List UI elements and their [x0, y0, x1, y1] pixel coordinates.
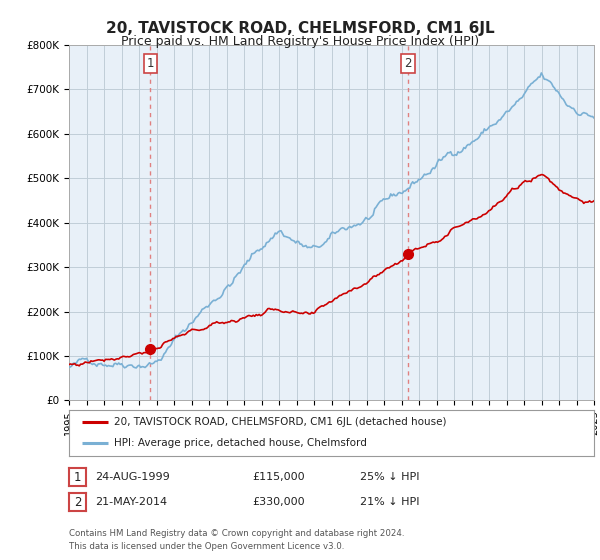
Text: Price paid vs. HM Land Registry's House Price Index (HPI): Price paid vs. HM Land Registry's House …	[121, 35, 479, 48]
Text: 1: 1	[146, 57, 154, 70]
Text: 21-MAY-2014: 21-MAY-2014	[95, 497, 167, 507]
Text: 24-AUG-1999: 24-AUG-1999	[95, 472, 170, 482]
Text: 2: 2	[404, 57, 412, 70]
Text: Contains HM Land Registry data © Crown copyright and database right 2024.
This d: Contains HM Land Registry data © Crown c…	[69, 529, 404, 550]
Text: 25% ↓ HPI: 25% ↓ HPI	[360, 472, 419, 482]
Text: 20, TAVISTOCK ROAD, CHELMSFORD, CM1 6JL (detached house): 20, TAVISTOCK ROAD, CHELMSFORD, CM1 6JL …	[113, 417, 446, 427]
Text: HPI: Average price, detached house, Chelmsford: HPI: Average price, detached house, Chel…	[113, 438, 367, 449]
Text: 1: 1	[74, 470, 81, 484]
Text: 21% ↓ HPI: 21% ↓ HPI	[360, 497, 419, 507]
Text: £115,000: £115,000	[252, 472, 305, 482]
Text: £330,000: £330,000	[252, 497, 305, 507]
Text: 2: 2	[74, 496, 81, 509]
Text: 20, TAVISTOCK ROAD, CHELMSFORD, CM1 6JL: 20, TAVISTOCK ROAD, CHELMSFORD, CM1 6JL	[106, 21, 494, 36]
